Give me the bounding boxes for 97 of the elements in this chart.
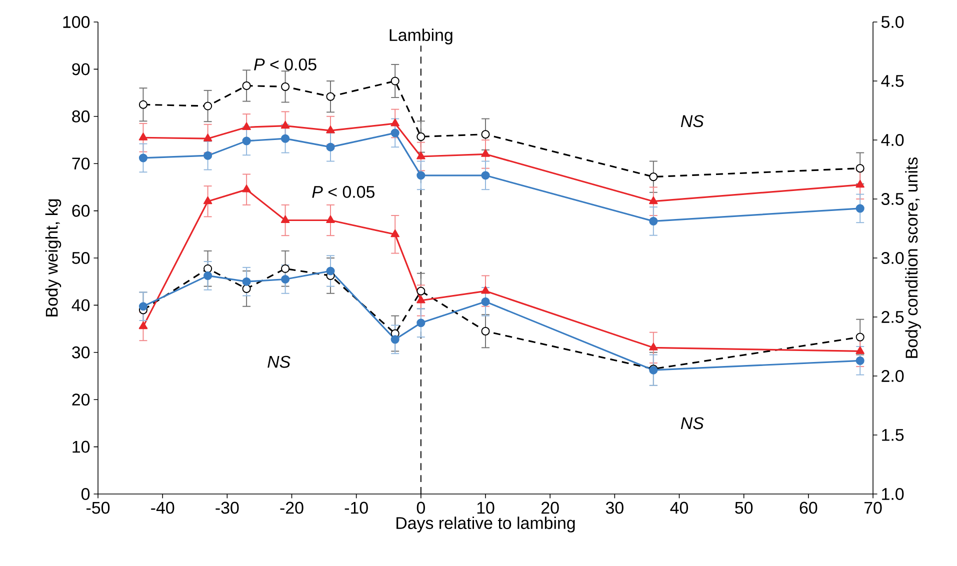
x-tick-label: -10 xyxy=(344,502,368,514)
y2-tick-label: 2.5 xyxy=(882,311,904,323)
point xyxy=(856,332,864,342)
point xyxy=(281,264,290,273)
point xyxy=(481,130,490,139)
annotation: P < 0.05 xyxy=(254,58,316,70)
ref-line-label: Lambing xyxy=(390,28,452,44)
x-tick-label: 70 xyxy=(864,502,882,514)
point xyxy=(326,266,335,276)
point xyxy=(138,154,148,162)
point xyxy=(242,136,251,146)
y-tick-label: 20 xyxy=(72,394,90,406)
point xyxy=(138,100,148,109)
point xyxy=(203,134,212,142)
y-tick-label: 40 xyxy=(72,299,90,312)
x-tick-label: 30 xyxy=(606,502,624,514)
y-axis-title: Body weight, kg xyxy=(45,199,62,316)
y-tick-label: 100 xyxy=(63,16,90,28)
point xyxy=(242,122,251,130)
y2-tick-label: 2.0 xyxy=(882,370,904,382)
y-tick-label: 0 xyxy=(81,488,90,500)
point xyxy=(280,120,290,129)
point xyxy=(281,82,290,91)
point xyxy=(138,321,148,330)
point xyxy=(242,184,251,192)
point xyxy=(649,342,658,350)
y2-tick-label: 1.5 xyxy=(882,429,904,441)
y2-tick-label: 4.5 xyxy=(881,75,904,87)
point xyxy=(481,326,490,336)
x-tick-label: -30 xyxy=(216,502,239,514)
point xyxy=(416,171,426,180)
x-tick-label: 60 xyxy=(800,502,818,514)
point xyxy=(649,216,658,226)
point xyxy=(649,196,658,204)
point xyxy=(242,284,251,293)
point xyxy=(390,335,400,344)
point xyxy=(326,142,335,152)
x-axis-title: Days relative to lambing xyxy=(396,516,575,532)
point xyxy=(203,196,212,204)
x-tick-label: -50 xyxy=(86,502,110,514)
point xyxy=(481,171,490,180)
point xyxy=(416,318,426,328)
y2-tick-label: 3.0 xyxy=(881,252,904,264)
point xyxy=(281,134,290,143)
point xyxy=(856,204,864,213)
x-tick-label: 50 xyxy=(735,502,753,514)
y2-tick-label: 4.0 xyxy=(881,134,904,146)
point xyxy=(326,126,335,134)
x-tick-label: 0 xyxy=(416,502,425,514)
point xyxy=(481,297,490,306)
point xyxy=(416,152,426,160)
point xyxy=(242,81,251,90)
annotation: NS xyxy=(680,115,704,128)
point xyxy=(326,215,335,223)
y-tick-label: 90 xyxy=(72,63,90,76)
x-tick-label: -20 xyxy=(280,502,304,514)
point xyxy=(242,277,251,286)
point xyxy=(481,149,490,157)
point xyxy=(280,215,290,223)
point xyxy=(649,172,658,182)
x-tick-label: 20 xyxy=(542,502,559,514)
point xyxy=(204,102,212,110)
point xyxy=(390,229,400,238)
y-tick-label: 70 xyxy=(72,158,90,170)
y-tick-label: 60 xyxy=(72,204,90,217)
x-tick-label: -40 xyxy=(151,502,174,514)
point xyxy=(390,76,400,86)
annotation: NS xyxy=(268,356,290,368)
point xyxy=(856,346,864,354)
y-tick-label: 50 xyxy=(72,252,90,264)
point xyxy=(204,271,212,280)
point xyxy=(856,180,864,188)
point xyxy=(138,302,148,311)
point xyxy=(281,274,290,284)
y2-tick-label: 5.0 xyxy=(881,16,904,28)
point xyxy=(856,164,864,173)
point xyxy=(856,356,864,365)
point xyxy=(326,92,335,101)
y2-tick-label: 3.5 xyxy=(881,193,904,205)
point xyxy=(204,151,212,160)
point xyxy=(481,286,490,294)
y-tick-label: 80 xyxy=(72,110,90,122)
y-tick-label: 30 xyxy=(72,346,90,358)
point xyxy=(390,118,400,126)
y2-axis-title: Body condition score, units xyxy=(905,157,921,358)
point xyxy=(204,264,212,273)
annotation: NS xyxy=(680,417,704,430)
point xyxy=(416,295,426,304)
x-tick-label: 10 xyxy=(477,502,494,514)
y-tick-label: 10 xyxy=(72,440,90,453)
point xyxy=(416,286,426,296)
annotation: P < 0.05 xyxy=(312,186,374,198)
x-tick-label: 40 xyxy=(670,502,688,514)
point xyxy=(138,132,148,140)
y2-tick-label: 1.0 xyxy=(882,488,904,500)
point xyxy=(416,132,426,141)
point xyxy=(390,128,400,138)
